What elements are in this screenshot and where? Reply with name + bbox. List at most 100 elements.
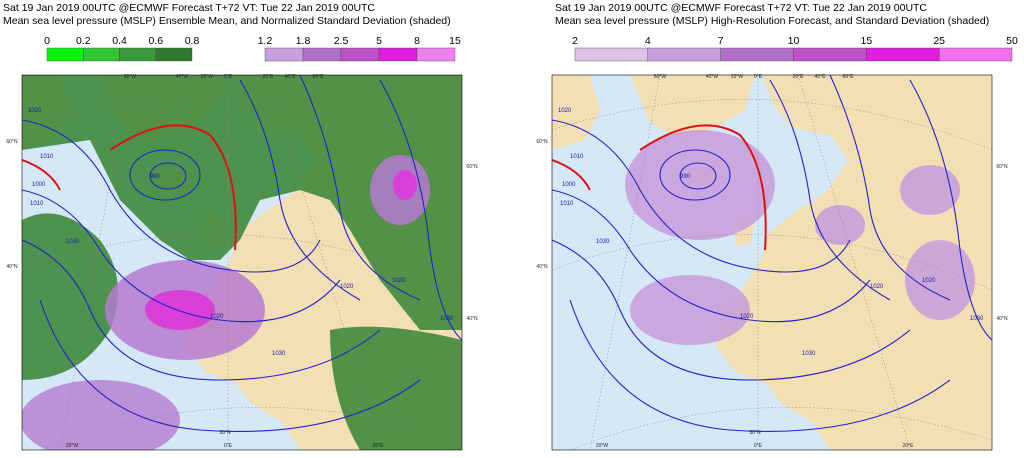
colorbar-label: 10: [788, 35, 800, 47]
colorbar-label: 25: [933, 35, 945, 47]
colorbar-label: 1.8: [296, 35, 311, 47]
colorbar-swatch: [793, 47, 867, 62]
map-frame: [21, 74, 463, 451]
grid-label: 30°N: [219, 430, 231, 436]
colorbar-label: 8: [414, 35, 420, 47]
isobar-label: 1020: [392, 278, 406, 284]
isobar-label: 1010: [560, 201, 574, 207]
title-line-2: Mean sea level pressure (MSLP) Ensemble …: [3, 15, 451, 27]
colorbar-swatch: [302, 47, 342, 62]
isobar-label: 1030: [66, 239, 80, 245]
map-right: [552, 75, 992, 450]
colorbar-label: 15: [449, 35, 461, 47]
colorbar-swatch: [938, 47, 1013, 62]
colorbar-swatch: [866, 47, 940, 62]
grid-label: 40°W: [706, 74, 719, 80]
isobar-label: 1020: [28, 108, 42, 114]
isobar-label: 1020: [740, 314, 754, 320]
colorbar-label: 0.8: [185, 35, 200, 47]
shading-purple: [905, 240, 975, 320]
shading-purple: [145, 290, 215, 330]
grid-label: 0°E: [224, 443, 233, 449]
colorbar-swatch: [83, 47, 120, 62]
grid-label: 40°E: [815, 74, 827, 80]
grid-label: 60°W: [124, 74, 137, 80]
grid-label: 60°N: [536, 139, 548, 145]
shading-purple: [815, 205, 865, 245]
colorbar-label: 0.2: [76, 35, 91, 47]
colorbar-label: 0.6: [148, 35, 163, 47]
colorbar-label: 15: [860, 35, 872, 47]
grid-label: 40°N: [6, 264, 18, 270]
isobar-label: 1020: [870, 284, 884, 290]
grid-label: 60°E: [843, 74, 855, 80]
colorbar-swatch: [647, 47, 721, 62]
shading-purple: [625, 130, 775, 240]
title-line-2: Mean sea level pressure (MSLP) High-Reso…: [555, 15, 989, 27]
grid-label: 40°W: [176, 74, 189, 80]
map-frame: [551, 74, 993, 451]
isobar-label: 1000: [562, 182, 576, 188]
grid-label: 60°W: [654, 74, 667, 80]
colorbar-label: 1.2: [258, 35, 273, 47]
colorbar-label: 7: [718, 35, 724, 47]
colorbar-swatch: [378, 47, 418, 62]
title-line-1: Sat 19 Jan 2019 00UTC @ECMWF Forecast T+…: [3, 2, 375, 14]
grid-label: 60°N: [466, 164, 478, 170]
grid-label: 60°N: [996, 164, 1008, 170]
isobar-label: 1030: [802, 351, 816, 357]
colorbar-swatch: [340, 47, 380, 62]
isobar-label: 1010: [570, 154, 584, 160]
isobar-label: 1030: [440, 316, 454, 322]
shading-green: [22, 213, 118, 380]
isobar-label: 1020: [210, 314, 224, 320]
isobar-label: 1030: [272, 351, 286, 357]
grid-label: 0°E: [754, 74, 763, 80]
shading-purple: [630, 275, 750, 345]
grid-label: 20°E: [373, 443, 385, 449]
grid-label: 0°E: [224, 74, 233, 80]
grid-label: 40°N: [996, 316, 1008, 322]
grid-label: 20°W: [201, 74, 214, 80]
grid-label: 20°W: [66, 443, 79, 449]
shading-green: [330, 326, 462, 450]
colorbar-swatch: [119, 47, 156, 62]
grid-label: 20°E: [263, 74, 275, 80]
isobar-label: 990: [150, 174, 161, 180]
title-line-1: Sat 19 Jan 2019 00UTC @ECMWF Forecast T+…: [555, 2, 927, 14]
shading-purple: [393, 170, 417, 200]
shading-purple: [900, 165, 960, 215]
colorbar-swatch: [574, 47, 649, 62]
grid-label: 60°N: [6, 139, 18, 145]
grid-label: 20°E: [903, 443, 915, 449]
grid-label: 20°W: [596, 443, 609, 449]
shading-purple: [22, 380, 180, 450]
isobar-label: 1020: [558, 108, 572, 114]
colorbar-swatch: [46, 47, 84, 62]
isobar-label: 1030: [970, 316, 984, 322]
isobar-label: 1010: [30, 201, 44, 207]
isobar-label: 1010: [40, 154, 54, 160]
grid-label: 30°N: [749, 430, 761, 436]
colorbar-label: 5: [376, 35, 382, 47]
colorbar-swatch: [155, 47, 193, 62]
colorbar-swatch: [264, 47, 304, 62]
colorbar-label: 2.5: [334, 35, 349, 47]
grid-label: 40°N: [536, 264, 548, 270]
colorbar-label: 50: [1006, 35, 1018, 47]
colorbar-label: 0: [44, 35, 50, 47]
grid-label: 60°E: [313, 74, 325, 80]
grid-label: 20°E: [793, 74, 805, 80]
colorbar-swatch: [416, 47, 456, 62]
colorbar-label: 0.4: [112, 35, 127, 47]
isobar-label: 1030: [596, 239, 610, 245]
map-left: [22, 75, 462, 450]
grid-label: 40°N: [466, 316, 478, 322]
isobar-label: 1000: [32, 182, 46, 188]
isobar-label: 1020: [340, 284, 354, 290]
colorbar-label: 4: [645, 35, 651, 47]
colorbar-swatch: [720, 47, 794, 62]
isobar-label: 990: [680, 174, 691, 180]
grid-label: 0°E: [754, 443, 763, 449]
